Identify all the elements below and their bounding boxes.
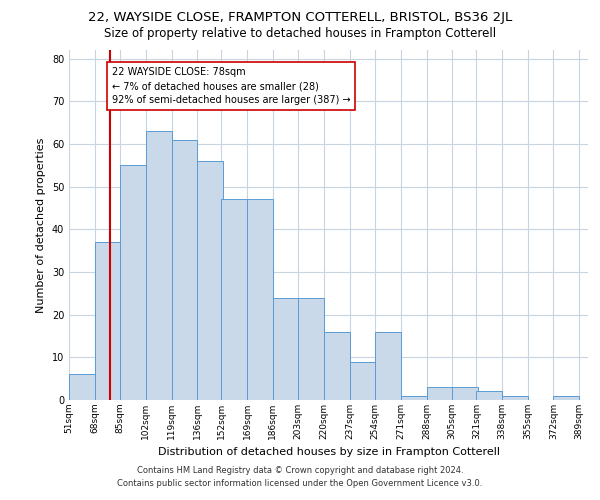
Bar bbox=[221, 200, 247, 400]
Bar bbox=[272, 298, 298, 400]
Bar bbox=[427, 387, 452, 400]
Bar bbox=[120, 165, 146, 400]
Bar bbox=[476, 392, 502, 400]
Bar bbox=[298, 298, 324, 400]
Bar bbox=[502, 396, 527, 400]
Bar bbox=[401, 396, 427, 400]
Bar bbox=[197, 161, 223, 400]
Y-axis label: Number of detached properties: Number of detached properties bbox=[36, 138, 46, 312]
Bar bbox=[69, 374, 95, 400]
Bar bbox=[324, 332, 350, 400]
Bar bbox=[452, 387, 478, 400]
Bar bbox=[375, 332, 401, 400]
Bar bbox=[350, 362, 375, 400]
X-axis label: Distribution of detached houses by size in Frampton Cotterell: Distribution of detached houses by size … bbox=[157, 448, 499, 458]
Bar bbox=[247, 200, 272, 400]
Text: 22 WAYSIDE CLOSE: 78sqm
← 7% of detached houses are smaller (28)
92% of semi-det: 22 WAYSIDE CLOSE: 78sqm ← 7% of detached… bbox=[112, 67, 350, 105]
Bar bbox=[553, 396, 579, 400]
Text: Contains HM Land Registry data © Crown copyright and database right 2024.
Contai: Contains HM Land Registry data © Crown c… bbox=[118, 466, 482, 487]
Text: 22, WAYSIDE CLOSE, FRAMPTON COTTERELL, BRISTOL, BS36 2JL: 22, WAYSIDE CLOSE, FRAMPTON COTTERELL, B… bbox=[88, 11, 512, 24]
Bar bbox=[172, 140, 197, 400]
Text: Size of property relative to detached houses in Frampton Cotterell: Size of property relative to detached ho… bbox=[104, 28, 496, 40]
Bar bbox=[146, 131, 172, 400]
Bar bbox=[95, 242, 120, 400]
